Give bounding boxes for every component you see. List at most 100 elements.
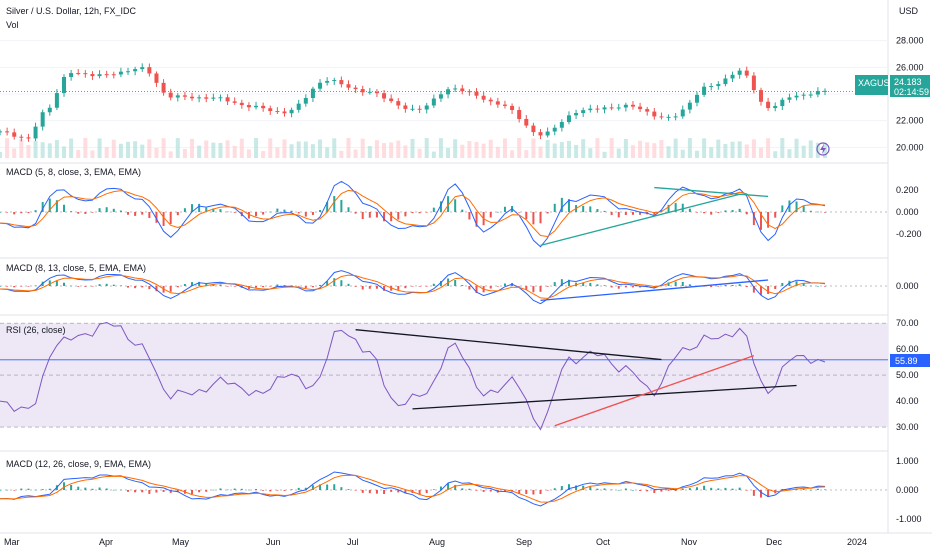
candle-body[interactable] — [517, 110, 522, 119]
candle-body[interactable] — [815, 91, 820, 95]
candle-body[interactable] — [531, 125, 536, 133]
trendline[interactable] — [654, 186, 769, 198]
candle-body[interactable] — [794, 95, 799, 98]
candle-body[interactable] — [69, 73, 74, 77]
candle-body[interactable] — [140, 67, 145, 70]
candle-body[interactable] — [716, 84, 721, 87]
candle-body[interactable] — [254, 105, 259, 108]
macd-12-26-pane[interactable] — [0, 471, 888, 507]
candle-body[interactable] — [54, 93, 59, 108]
candle-body[interactable] — [702, 86, 707, 95]
candle-body[interactable] — [246, 105, 251, 108]
macd_8_13-signal-line[interactable] — [0, 274, 826, 299]
candle-body[interactable] — [808, 94, 813, 96]
candle-body[interactable] — [502, 104, 507, 106]
candle-body[interactable] — [396, 101, 401, 106]
macd_5_8-macd-line[interactable] — [0, 180, 826, 248]
candle-body[interactable] — [581, 110, 586, 114]
candle-body[interactable] — [687, 102, 692, 110]
trendline[interactable] — [540, 193, 740, 246]
candle-body[interactable] — [239, 102, 244, 106]
candle-body[interactable] — [0, 131, 2, 133]
candle-body[interactable] — [609, 107, 614, 109]
candle-body[interactable] — [481, 95, 486, 100]
candle-body[interactable] — [126, 71, 131, 73]
candle-body[interactable] — [310, 88, 315, 98]
candle-body[interactable] — [296, 103, 301, 110]
candle-body[interactable] — [19, 136, 24, 138]
candle-body[interactable] — [5, 131, 10, 133]
candle-body[interactable] — [12, 132, 17, 137]
candle-body[interactable] — [552, 127, 557, 132]
candle-body[interactable] — [787, 97, 792, 100]
candle-body[interactable] — [730, 74, 735, 79]
candle-body[interactable] — [431, 98, 436, 106]
macd_5_8-signal-line[interactable] — [0, 189, 826, 238]
candle-body[interactable] — [346, 84, 351, 88]
candle-body[interactable] — [538, 132, 543, 136]
candle-body[interactable] — [666, 116, 671, 118]
candle-body[interactable] — [780, 99, 785, 107]
candle-body[interactable] — [111, 74, 116, 76]
candle-body[interactable] — [268, 108, 273, 112]
candle-body[interactable] — [47, 107, 52, 113]
candle-body[interactable] — [801, 94, 806, 96]
candle-body[interactable] — [161, 82, 166, 93]
candle-body[interactable] — [595, 108, 600, 110]
candle-body[interactable] — [766, 101, 771, 109]
candle-body[interactable] — [616, 107, 621, 109]
candle-body[interactable] — [474, 91, 479, 96]
candle-body[interactable] — [488, 99, 493, 102]
candle-body[interactable] — [282, 111, 287, 114]
candle-body[interactable] — [33, 126, 38, 139]
candle-body[interactable] — [97, 74, 102, 77]
macd_12_26-signal-line[interactable] — [0, 474, 826, 503]
candle-body[interactable] — [175, 95, 180, 98]
candle-body[interactable] — [559, 122, 564, 128]
candle-body[interactable] — [446, 89, 451, 95]
candle-body[interactable] — [467, 91, 472, 93]
candle-body[interactable] — [823, 90, 827, 92]
candle-body[interactable] — [460, 88, 465, 92]
rsi-pane[interactable] — [0, 321, 888, 431]
candle-body[interactable] — [545, 131, 550, 136]
candle-body[interactable] — [524, 118, 529, 126]
candle-body[interactable] — [168, 92, 173, 98]
candle-body[interactable] — [289, 109, 294, 114]
price-candles[interactable] — [0, 63, 888, 142]
candle-body[interactable] — [118, 71, 123, 75]
trendlines[interactable] — [355, 186, 797, 427]
candle-body[interactable] — [367, 91, 372, 93]
candle-body[interactable] — [623, 104, 628, 108]
candle-body[interactable] — [723, 78, 728, 85]
candle-body[interactable] — [424, 105, 429, 110]
candle-body[interactable] — [645, 109, 650, 112]
candle-body[interactable] — [318, 82, 323, 89]
macd_12_26-macd-line[interactable] — [0, 471, 826, 507]
candle-body[interactable] — [218, 97, 223, 99]
candle-body[interactable] — [410, 108, 415, 110]
candle-body[interactable] — [275, 111, 280, 113]
candle-body[interactable] — [574, 113, 579, 116]
trendline[interactable] — [554, 355, 755, 427]
trendline[interactable] — [540, 279, 769, 302]
macd-5-8-pane[interactable] — [0, 180, 888, 248]
candle-body[interactable] — [588, 108, 593, 111]
candle-body[interactable] — [659, 116, 664, 118]
candle-body[interactable] — [510, 105, 515, 111]
candle-body[interactable] — [652, 111, 657, 117]
candle-body[interactable] — [744, 70, 749, 76]
candle-body[interactable] — [453, 88, 458, 90]
trendline[interactable] — [355, 329, 662, 361]
candle-body[interactable] — [147, 67, 152, 74]
candle-body[interactable] — [566, 115, 571, 123]
candle-body[interactable] — [630, 104, 635, 107]
candle-body[interactable] — [197, 97, 202, 99]
candle-body[interactable] — [339, 80, 344, 85]
candle-body[interactable] — [182, 95, 187, 97]
candle-body[interactable] — [438, 94, 443, 99]
candle-body[interactable] — [758, 90, 763, 102]
candle-body[interactable] — [190, 96, 195, 99]
candle-body[interactable] — [232, 101, 237, 103]
candle-body[interactable] — [709, 86, 714, 88]
